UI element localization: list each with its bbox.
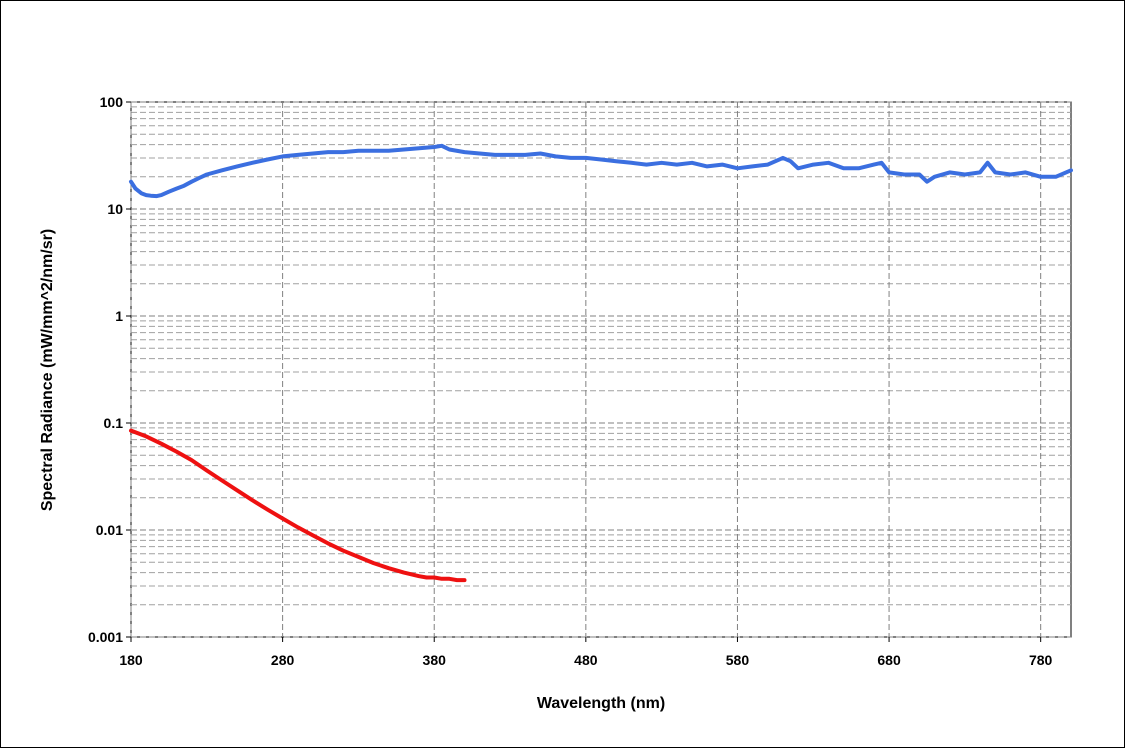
series-line-2 — [129, 428, 467, 583]
y-tick-label: 0.1 — [104, 415, 124, 431]
y-tick-label: 0.001 — [88, 629, 123, 645]
x-tick-label: 780 — [1029, 652, 1053, 668]
x-axis-title: Wavelength (nm) — [537, 695, 665, 712]
y-tick-label: 100 — [100, 94, 124, 110]
x-tick-label: 380 — [423, 652, 447, 668]
x-tick-label: 680 — [877, 652, 901, 668]
y-axis-ticks: 0.001 0.01 0.1 1 10 100 — [88, 94, 131, 645]
x-axis-ticks: 180 280 380 480 580 680 780 — [119, 637, 1053, 668]
series-line-1 — [129, 143, 1073, 199]
series-group — [129, 143, 1073, 583]
x-tick-label: 480 — [574, 652, 598, 668]
plot-area — [130, 101, 1072, 638]
x-tick-label: 580 — [726, 652, 750, 668]
x-tick-label: 280 — [271, 652, 295, 668]
y-tick-label: 10 — [107, 201, 123, 217]
x-tick-label: 180 — [119, 652, 143, 668]
y-axis-title: Spectral Radiance (mW/mm^2/nm/sr) — [39, 229, 56, 511]
y-tick-label: 0.01 — [96, 522, 123, 538]
y-tick-label: 1 — [115, 308, 123, 324]
grid — [130, 101, 1071, 638]
